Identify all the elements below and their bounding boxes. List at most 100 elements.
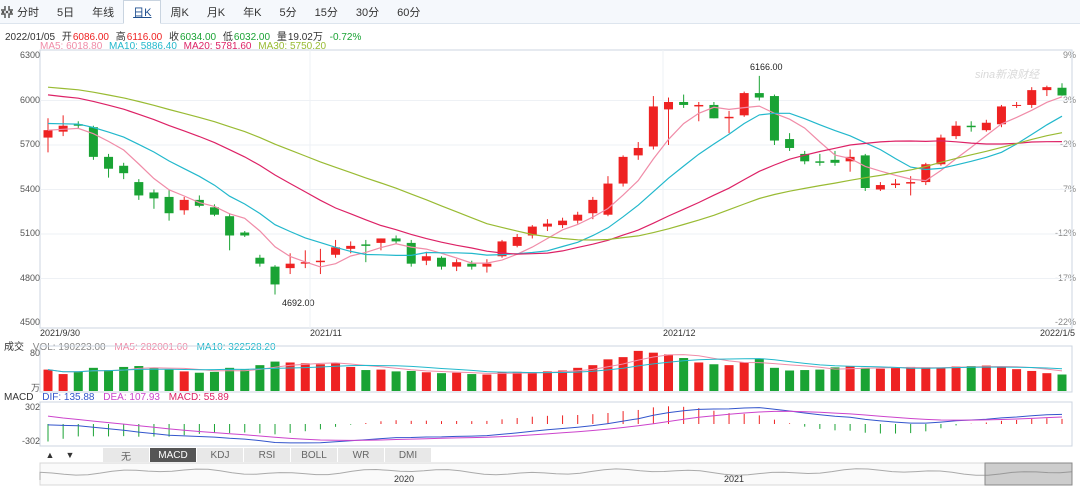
more-icon[interactable]: [0, 5, 14, 19]
volume-legend: 成交 VOL: 190223.00 MA5: 282001.60 MA10: 3…: [4, 338, 282, 353]
macd-legend: MACD DIF: 135.88 DEA: 107.93 MACD: 55.89: [4, 392, 235, 403]
volume-bar: [724, 365, 734, 391]
macd-value: MACD: 55.89: [168, 392, 229, 403]
candle-body: [694, 104, 704, 107]
price-tick: 5100: [19, 228, 40, 238]
low-annotation: 4692.00: [282, 298, 315, 308]
info-close: 6034.00: [179, 32, 217, 43]
volume-bar: [285, 362, 295, 391]
info-open: 6086.00: [72, 32, 109, 43]
tab-3[interactable]: 日K: [123, 0, 162, 24]
candle-body: [921, 164, 931, 183]
info-low: 6032.00: [233, 32, 271, 43]
navigator-line: [39, 468, 1073, 480]
volume-bar: [769, 367, 779, 391]
tab-2[interactable]: 年线: [92, 6, 115, 19]
volume-bar: [240, 369, 250, 391]
ohlc-info: 2022/01/05 开6086.00 高6116.00 收6034.00 低6…: [5, 28, 365, 43]
price-tick: 5700: [19, 139, 40, 149]
candle-body: [739, 93, 749, 116]
volume-bar: [875, 368, 885, 391]
date-tick: 2021/12: [663, 328, 696, 338]
volume-bar: [376, 369, 386, 391]
candle-body: [497, 241, 507, 257]
info-high: 6116.00: [126, 32, 163, 43]
ma20-value: MA20: 5781.60: [183, 41, 252, 52]
scroll-down-icon[interactable]: ▼: [65, 450, 75, 460]
indicator-button-4[interactable]: BOLL: [291, 448, 337, 462]
volume-bar: [739, 362, 749, 391]
candle-body: [285, 263, 295, 269]
info-open-label: 开: [61, 32, 72, 43]
macd-dif: DIF: 135.88: [42, 392, 95, 403]
volume-bar: [981, 365, 991, 391]
candle-body: [104, 156, 114, 169]
indicator-button-3[interactable]: RSI: [244, 448, 290, 462]
volume-bar: [164, 369, 174, 391]
candle-body: [482, 263, 492, 267]
volume-bar: [119, 366, 129, 391]
ma5-line: [47, 96, 1063, 268]
tab-0[interactable]: 分时: [17, 6, 39, 19]
candle-body: [467, 263, 477, 267]
volume-bar: [179, 371, 189, 391]
candle-body: [981, 122, 991, 131]
volume-bar: [194, 372, 204, 391]
candle-body: [906, 182, 916, 184]
scroll-left-icon[interactable]: ▲: [45, 450, 55, 460]
tab-1[interactable]: 5日: [57, 6, 75, 19]
tab-7[interactable]: 5分: [279, 6, 297, 19]
volume-frame: [39, 345, 1073, 393]
volume-bar: [361, 370, 371, 391]
candle-body: [179, 199, 189, 211]
candle-body: [1042, 87, 1052, 91]
volume-bar: [527, 372, 537, 391]
volume-bar: [225, 367, 235, 391]
volume-bar: [800, 370, 810, 391]
volume-bar: [1042, 373, 1052, 391]
candle-body: [936, 137, 946, 165]
indicator-button-6[interactable]: DMI: [385, 448, 431, 462]
volume-bar: [618, 357, 628, 391]
indicator-button-5[interactable]: WR: [338, 448, 384, 462]
tab-9[interactable]: 30分: [355, 6, 380, 19]
pct-tick: 3%: [1062, 94, 1076, 105]
pct-tick: -22%: [1054, 317, 1076, 327]
volume-bar: [421, 372, 431, 391]
indicator-button-2[interactable]: KDJ: [197, 448, 243, 462]
candle-body: [209, 207, 219, 215]
candle-body: [376, 238, 386, 243]
candle-body: [391, 238, 401, 242]
volume-bar: [1057, 374, 1067, 391]
volume-ma10: MA10: 322528.20: [196, 342, 276, 353]
volume-bar: [134, 366, 144, 391]
volume-bar: [891, 367, 901, 391]
volume-ma10-line: [47, 358, 1063, 374]
fullscreen-icon[interactable]: [0, 5, 14, 19]
tab-6[interactable]: 年K: [243, 6, 262, 19]
candle-body: [754, 93, 764, 98]
volume-bar: [452, 372, 462, 391]
info-high-label: 高: [115, 32, 126, 43]
candle-body: [58, 125, 68, 132]
pct-tick: -7%: [1059, 183, 1076, 194]
volume-bar: [1012, 369, 1022, 391]
volume-bar: [58, 374, 68, 391]
tab-4[interactable]: 周K: [170, 6, 189, 19]
indicator-button-1[interactable]: MACD: [150, 448, 196, 462]
watermark: sina新浪财经: [975, 69, 1040, 81]
tab-8[interactable]: 15分: [314, 6, 338, 19]
tab-5[interactable]: 月K: [206, 6, 226, 19]
candle-body: [300, 262, 310, 264]
volume-bar: [43, 369, 53, 391]
candle-body: [679, 101, 689, 105]
pct-tick: -12%: [1054, 228, 1076, 238]
tab-10[interactable]: 60分: [397, 6, 421, 19]
indicator-button-0[interactable]: 无: [103, 448, 149, 463]
volume-bar: [709, 364, 719, 391]
indicator-bar: ▲ ▼ 无 MACD KDJ RSI BOLL WR DMI: [40, 448, 431, 463]
candle-body: [830, 159, 840, 163]
navigator-selection: [984, 462, 1073, 486]
date-tick: 2022/1/5: [1040, 328, 1076, 338]
candle-body: [73, 124, 83, 126]
